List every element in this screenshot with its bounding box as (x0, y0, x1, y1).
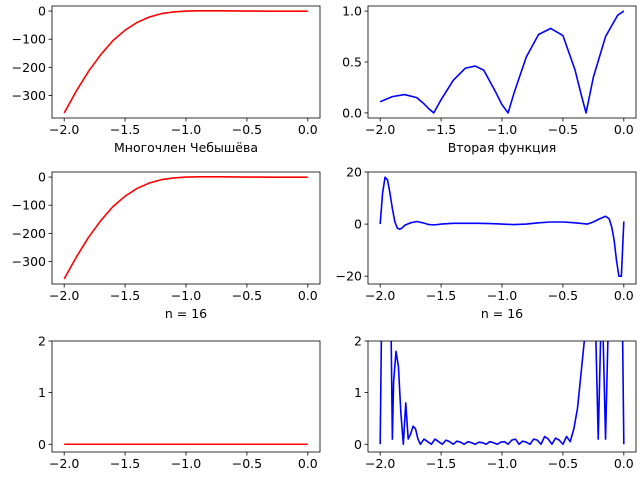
y-tick-label: −300 (12, 88, 46, 103)
subplot-label: Вторая функция (448, 140, 557, 155)
y-tick-label: −100 (12, 32, 46, 47)
subplot-top-left: −2.0 −1.5 −1.0 −0.5 0.0 0 −100 −200 −300 (12, 4, 321, 137)
x-tick-label: −1.5 (426, 122, 456, 137)
x-tick-label: 0.0 (614, 122, 634, 137)
subplot-label: Многочлен Чебышёва (114, 140, 258, 155)
axes-frame (51, 5, 321, 119)
x-tick-label: −0.5 (232, 288, 262, 303)
y-tick-label: 0 (354, 217, 362, 232)
axes-frame (51, 340, 321, 453)
y-tick-label: 0 (38, 4, 46, 19)
x-tick-label: 0.0 (614, 288, 634, 303)
y-tick-label: 20 (346, 165, 362, 180)
x-tick-label: −0.5 (548, 122, 578, 137)
y-tick-label: −20 (336, 269, 362, 284)
x-tick-label: −2.0 (365, 122, 395, 137)
x-tick-label: −0.5 (232, 456, 262, 471)
x-tick-label: −1.0 (487, 122, 517, 137)
subplot-middle-left: −2.0 −1.5 −1.0 −0.5 0.0 0 −100 −200 −300 Многочле… (12, 140, 321, 303)
y-tick-label: −100 (12, 198, 46, 213)
series-line-0 (379, 341, 625, 446)
x-tick-label: −1.5 (426, 288, 456, 303)
series-line-0 (379, 176, 625, 277)
x-tick-label: −1.5 (426, 456, 456, 471)
x-tick-label: −1.0 (487, 288, 517, 303)
x-tick-label: −1.0 (171, 122, 201, 137)
x-tick-label: 0.0 (298, 288, 318, 303)
x-tick-label: −2.0 (49, 288, 79, 303)
x-tick-label: −1.0 (171, 456, 201, 471)
x-tick-label: −2.0 (365, 456, 395, 471)
y-tick-label: 0 (38, 170, 46, 185)
y-tick-label: 0.5 (342, 55, 362, 70)
x-tick-label: 0.0 (614, 456, 634, 471)
y-tick-label: 0 (354, 437, 362, 452)
axes-frame (367, 5, 637, 119)
x-tick-label: −1.5 (110, 122, 140, 137)
x-tick-label: −2.0 (365, 288, 395, 303)
series-line-0 (379, 10, 625, 114)
x-tick-label: −2.0 (49, 122, 79, 137)
y-tick-label: −300 (12, 254, 46, 269)
subplot-middle-right: −2.0 −1.5 −1.0 −0.5 0.0 20 0 −20 Вторая функция (336, 140, 637, 303)
x-tick-label: −0.5 (548, 456, 578, 471)
y-tick-label: 0 (38, 437, 46, 452)
x-tick-label: −0.5 (232, 122, 262, 137)
y-tick-label: 0.0 (342, 105, 362, 120)
x-tick-label: −1.0 (487, 456, 517, 471)
y-tick-label: 1 (38, 385, 46, 400)
subplot-label: n = 16 (165, 306, 207, 321)
subplot-label: n = 16 (481, 306, 523, 321)
y-tick-label: 1.0 (342, 4, 362, 19)
x-tick-label: −1.0 (171, 288, 201, 303)
subplot-bottom-left: −2.0 −1.5 −1.0 −0.5 0.0 0 1 2 n = 16 (38, 306, 321, 471)
y-tick-label: 1 (354, 385, 362, 400)
y-tick-label: −200 (12, 60, 46, 75)
axes-frame (51, 171, 321, 285)
x-tick-label: −2.0 (49, 456, 79, 471)
subplot-top-right: −2.0 −1.5 −1.0 −0.5 0.0 0.0 0.5 1.0 (342, 4, 637, 137)
x-tick-label: −0.5 (548, 288, 578, 303)
y-tick-label: 2 (38, 334, 46, 349)
y-tick-label: 2 (354, 334, 362, 349)
subplot-bottom-right: −2.0 −1.5 −1.0 −0.5 0.0 0 1 2 n = 16 (354, 306, 637, 471)
x-tick-label: 0.0 (298, 122, 318, 137)
x-tick-label: −1.5 (110, 456, 140, 471)
x-tick-label: −1.5 (110, 288, 140, 303)
y-tick-label: −200 (12, 226, 46, 241)
series-line-0 (63, 175, 308, 280)
x-tick-label: 0.0 (298, 456, 318, 471)
axes-frame (367, 171, 637, 285)
series-line-0 (63, 9, 308, 114)
